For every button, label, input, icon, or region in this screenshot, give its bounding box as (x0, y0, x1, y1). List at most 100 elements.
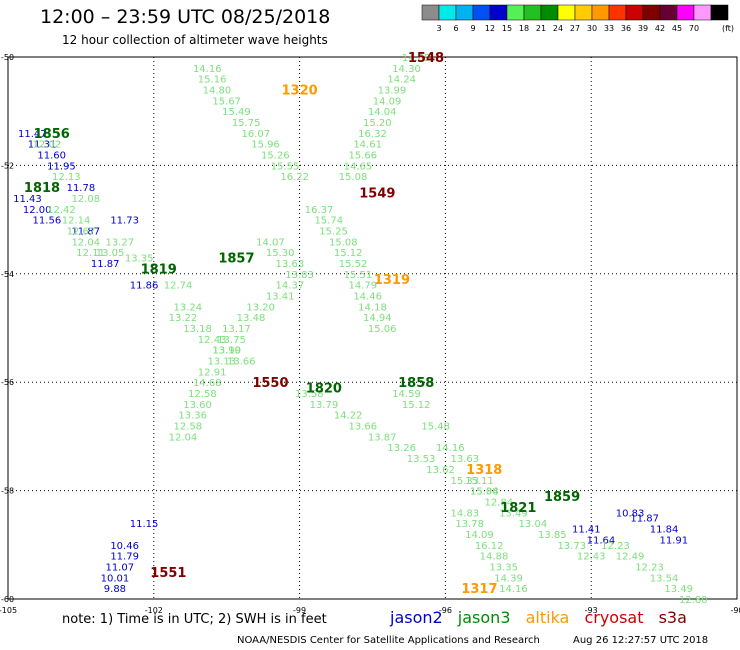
scale-tick-label: 9 (470, 24, 475, 33)
pass-time-label: 1818 (24, 181, 60, 196)
wave-height-value: 13.26 (387, 443, 416, 454)
page-title: 12:00 – 23:59 UTC 08/25/2018 (40, 6, 331, 28)
scale-swatch (557, 4, 576, 21)
scale-tick-label: 33 (604, 24, 614, 33)
wave-height-value: 13.78 (455, 519, 484, 530)
pass-time-label: 1856 (34, 127, 70, 142)
wave-height-value: 12.74 (164, 281, 193, 292)
x-tick-label: -93 (585, 606, 598, 615)
wave-height-value: 12.02 (33, 140, 62, 151)
wave-height-value: 12.49 (616, 552, 645, 563)
wave-height-value: 11.86 (130, 281, 159, 292)
wave-height-value: 14.61 (353, 140, 382, 151)
wave-height-value: 14.94 (363, 313, 392, 324)
wave-height-value: 13.58 (295, 389, 324, 400)
wave-height-value: 13.85 (538, 530, 567, 541)
wave-height-value: 14.79 (348, 281, 377, 292)
wave-height-value: 13.54 (650, 573, 679, 584)
scale-tick-label: 15 (502, 24, 512, 33)
pass-time-label: 1317 (461, 582, 497, 597)
wave-height-value: 15.48 (421, 422, 450, 433)
wave-height-value: 12.58 (173, 422, 202, 433)
wave-height-value: 13.62 (426, 465, 455, 476)
wave-height-value: 14.59 (392, 389, 421, 400)
wave-height-value: 13.66 (227, 357, 256, 368)
wave-height-value: 15.20 (363, 118, 392, 129)
wave-height-value: 11.73 (110, 216, 139, 227)
scale-tick-label: 70 (689, 24, 699, 33)
scale-tick-label: 42 (655, 24, 665, 33)
wave-height-value: 14.09 (373, 96, 402, 107)
wave-height-value: 14.37 (276, 281, 305, 292)
wave-height-value: 13.04 (519, 519, 548, 530)
wave-height-value: 11.31 (28, 140, 57, 151)
wave-height-value: 11.07 (105, 562, 134, 573)
pass-time-label: 1549 (359, 187, 395, 202)
wave-height-value: 15.49 (222, 107, 251, 118)
wave-height-value: 12.80 (679, 595, 708, 606)
legend-cryosat: cryosat (584, 608, 644, 627)
wave-height-value: 15.51 (344, 270, 373, 281)
wave-height-value: 11.41 (572, 525, 601, 536)
wave-height-value: 10.83 (616, 508, 645, 519)
y-tick-label: -56 (1, 378, 14, 387)
wave-height-value: 11.79 (110, 552, 139, 563)
wave-height-value: 14.16 (499, 584, 528, 595)
scale-swatch (710, 4, 729, 21)
wave-height-value: 13.49 (499, 508, 528, 519)
scale-swatch (574, 4, 593, 21)
wave-height-value: 13.87 (368, 432, 397, 443)
y-tick-label: -52 (1, 161, 14, 170)
pass-time-label: 1820 (306, 382, 342, 397)
scale-tick-label: 21 (536, 24, 546, 33)
wave-height-value: 12.08 (71, 194, 100, 205)
wave-height-value: 15.12 (402, 400, 431, 411)
pass-time-label: 1319 (374, 273, 410, 288)
scale-swatch (659, 4, 678, 21)
wave-height-value: 16.12 (475, 541, 504, 552)
scale-swatch (489, 4, 508, 21)
pass-time-label: 1858 (398, 376, 434, 391)
scale-tick-label: 12 (485, 24, 495, 33)
wave-height-value: 13.66 (348, 422, 377, 433)
y-tick-label: -60 (1, 595, 14, 604)
footer-note: note: 1) Time is in UTC; 2) SWH is in fe… (62, 612, 327, 627)
wave-height-value: 13.22 (169, 313, 198, 324)
scale-swatch (693, 4, 712, 21)
wave-height-value: 12.43 (577, 552, 606, 563)
wave-height-value: 15.75 (232, 118, 261, 129)
wave-height-value: 14.39 (494, 573, 523, 584)
wave-height-value: 13.60 (183, 400, 212, 411)
wave-height-value: 11.87 (91, 259, 120, 270)
wave-height-value: 13.05 (96, 248, 125, 259)
legend-jason2: jason2 (390, 608, 443, 627)
wave-height-value: 14.85 (402, 53, 431, 64)
scale-unit-label: (ft) (722, 24, 734, 33)
wave-height-value: 15.67 (212, 96, 241, 107)
wave-height-value: 12.43 (198, 335, 227, 346)
wave-height-value: 13.63 (276, 259, 305, 270)
pass-time-label: 1551 (150, 566, 186, 581)
x-tick-label: -105 (0, 606, 17, 615)
pass-time-label: 1819 (141, 262, 177, 277)
wave-height-value: 13.49 (664, 584, 693, 595)
wave-height-value: 15.25 (319, 226, 348, 237)
scale-tick-label: 36 (621, 24, 631, 33)
x-tick-label: -102 (145, 606, 163, 615)
x-tick-label: -99 (293, 606, 306, 615)
scale-swatch (438, 4, 457, 21)
wave-height-value: 13.63 (451, 454, 480, 465)
wave-height-value: 11.60 (37, 151, 66, 162)
wave-height-value: 15.55 (271, 161, 300, 172)
wave-height-value: 12.23 (601, 541, 630, 552)
wave-height-value: 13.75 (217, 335, 246, 346)
wave-height-value: 12.42 (47, 205, 76, 216)
wave-height-value: 13.73 (557, 541, 586, 552)
wave-height-value: 14.88 (480, 552, 509, 563)
wave-height-value: 13.35 (125, 254, 154, 265)
wave-height-value: 15.26 (261, 151, 290, 162)
wave-height-value: 15.66 (348, 151, 377, 162)
scale-swatch (608, 4, 627, 21)
scale-tick-label: 45 (672, 24, 682, 33)
wave-height-value: 13.36 (178, 411, 207, 422)
